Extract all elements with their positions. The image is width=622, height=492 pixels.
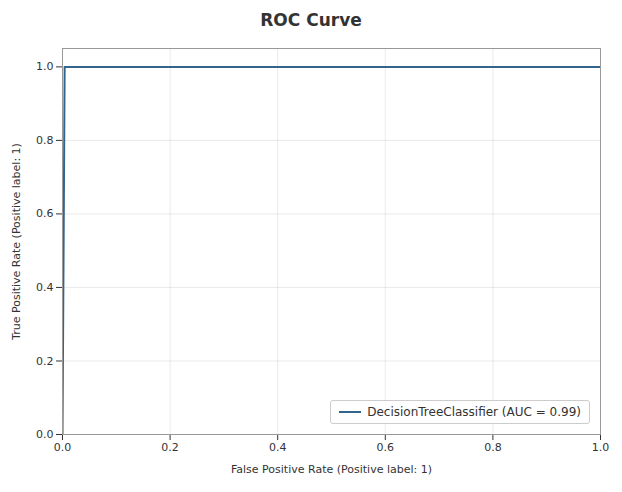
svg-text:0.8: 0.8 <box>484 441 502 454</box>
svg-text:True Positive Rate (Positive l: True Positive Rate (Positive label: 1) <box>10 143 23 341</box>
svg-text:0.6: 0.6 <box>36 207 54 220</box>
svg-text:0.0: 0.0 <box>54 441 72 454</box>
svg-text:0.0: 0.0 <box>36 428 54 441</box>
svg-text:0.8: 0.8 <box>36 134 54 147</box>
svg-text:0.2: 0.2 <box>161 441 179 454</box>
svg-text:0.4: 0.4 <box>36 281 54 294</box>
svg-text:0.4: 0.4 <box>269 441 287 454</box>
svg-text:False Positive Rate (Positive: False Positive Rate (Positive label: 1) <box>231 463 432 476</box>
svg-text:0.2: 0.2 <box>36 354 54 367</box>
svg-text:1.0: 1.0 <box>592 441 610 454</box>
svg-text:1.0: 1.0 <box>36 60 54 73</box>
svg-text:0.6: 0.6 <box>377 441 395 454</box>
html-text:ROC Curve: ROC Curve <box>260 10 362 30</box>
html-text:DecisionTreeClassifier (AUC =: DecisionTreeClassifier (AUC = 0.99) <box>367 405 581 419</box>
